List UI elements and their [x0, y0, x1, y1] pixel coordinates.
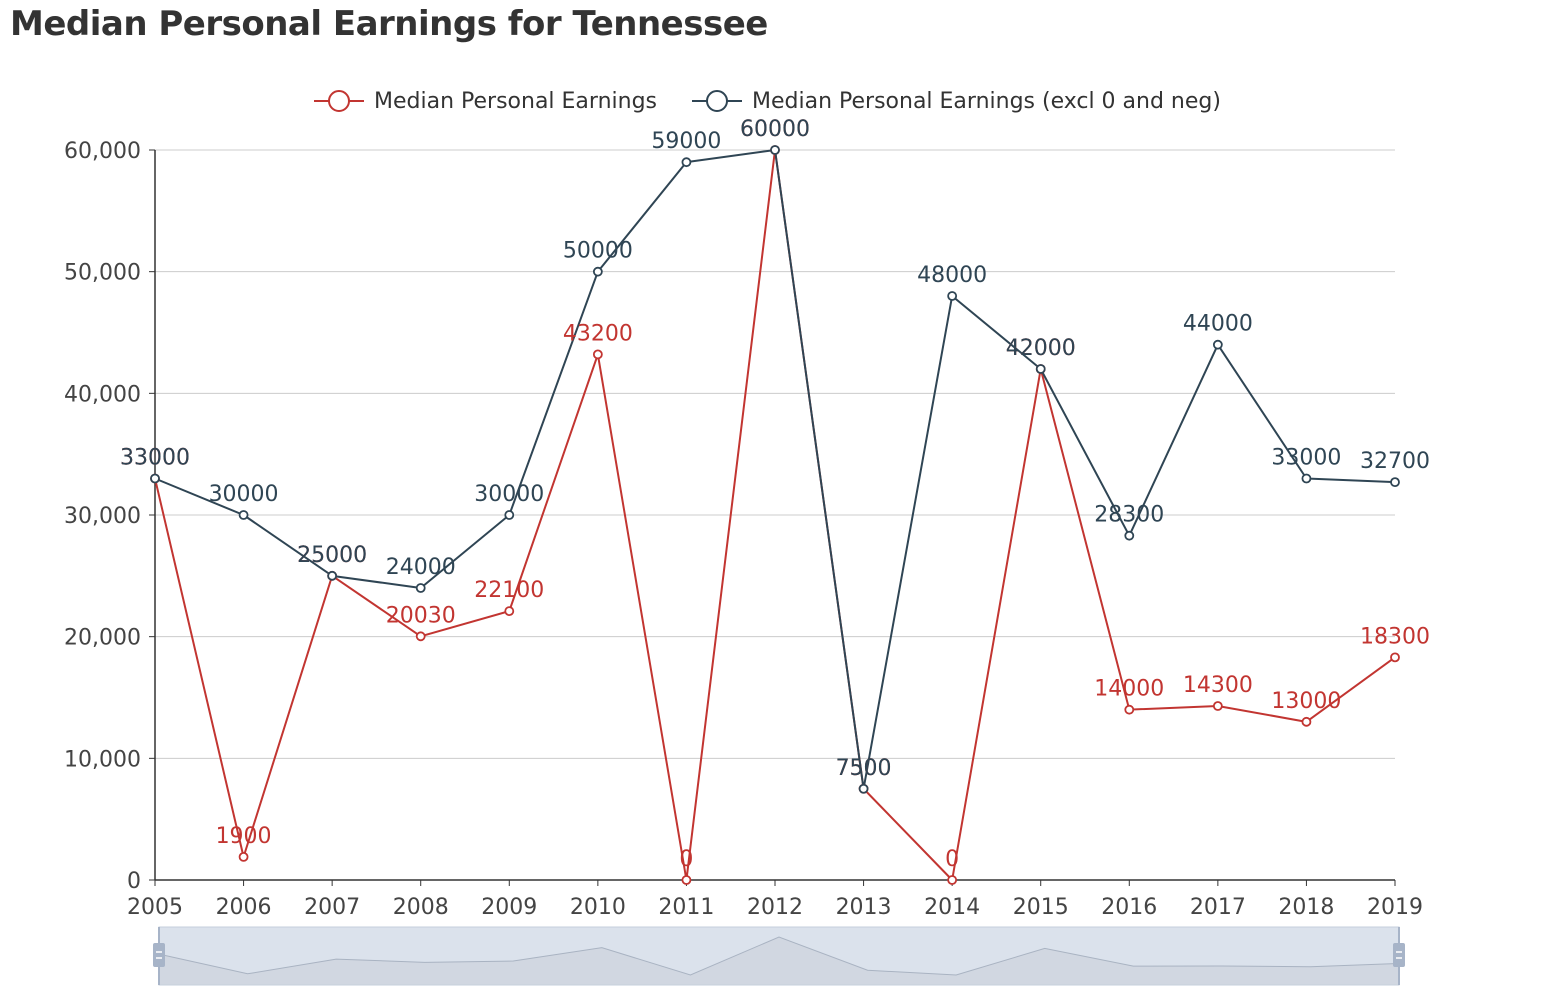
- data-point[interactable]: [681, 875, 692, 885]
- chart-title: Median Personal Earnings for Tennessee: [10, 4, 768, 44]
- legend-item[interactable]: Median Personal Earnings (excl 0 and neg…: [692, 89, 1221, 114]
- data-point[interactable]: [150, 473, 160, 484]
- x-tick-label: 2010: [570, 895, 626, 920]
- data-label: 32700: [1360, 449, 1430, 474]
- data-label: 13000: [1271, 689, 1341, 714]
- data-label: 14300: [1183, 673, 1253, 698]
- data-point[interactable]: [1035, 364, 1046, 374]
- data-label: 44000: [1183, 312, 1253, 337]
- data-label: 60000: [740, 117, 810, 142]
- data-point[interactable]: [947, 875, 958, 885]
- data-label: 22100: [474, 578, 544, 603]
- data-label: 18300: [1360, 624, 1430, 649]
- data-point[interactable]: [1212, 701, 1223, 711]
- y-tick-label: 10,000: [64, 747, 141, 772]
- x-tick-label: 2005: [127, 895, 183, 920]
- data-point[interactable]: [770, 145, 780, 155]
- data-point[interactable]: [1301, 473, 1312, 484]
- zoom-handle-left[interactable]: [153, 927, 165, 985]
- zoom-handle-grip: [1393, 943, 1405, 967]
- zoom-preview-area: [159, 937, 1399, 985]
- x-tick-label: 2007: [304, 895, 360, 920]
- y-tick-label: 60,000: [64, 139, 141, 164]
- data-label: 0: [945, 847, 959, 872]
- x-tick-label: 2011: [658, 895, 714, 920]
- y-tick-label: 50,000: [64, 261, 141, 286]
- data-label: 20030: [386, 603, 456, 628]
- data-point[interactable]: [592, 266, 603, 277]
- data-label: 30000: [209, 482, 279, 507]
- grid-lines: [155, 149, 1395, 759]
- legend-swatch-marker: [706, 90, 728, 112]
- data-label: 24000: [386, 555, 456, 580]
- data-point[interactable]: [947, 291, 958, 301]
- data-point[interactable]: [327, 570, 338, 581]
- legend-swatch-marker: [328, 90, 350, 112]
- data-label: 42000: [1006, 336, 1076, 361]
- x-tick-label: 2015: [1013, 895, 1069, 920]
- data-point[interactable]: [592, 349, 603, 360]
- data-point[interactable]: [1390, 477, 1400, 488]
- data-point[interactable]: [415, 583, 426, 593]
- data-label: 25000: [297, 543, 367, 568]
- data-point[interactable]: [1124, 704, 1135, 715]
- data-label: 43200: [563, 321, 633, 346]
- x-tick-label: 2017: [1190, 895, 1246, 920]
- data-label: 33000: [1271, 446, 1341, 471]
- y-tick-label: 40,000: [64, 382, 141, 407]
- data-label: 48000: [917, 263, 987, 288]
- x-tick-label: 2006: [216, 895, 272, 920]
- data-point[interactable]: [1212, 339, 1223, 350]
- data-label: 28300: [1094, 503, 1164, 528]
- data-label: 1900: [216, 824, 272, 849]
- data-label: 14000: [1094, 677, 1164, 702]
- zoom-preview-line: [158, 936, 1400, 976]
- zoom-handle-right[interactable]: [1393, 927, 1405, 985]
- data-label: 0: [679, 847, 693, 872]
- legend-item[interactable]: Median Personal Earnings: [314, 89, 657, 114]
- series-points: [150, 145, 1400, 885]
- data-label: 42000: [1006, 336, 1076, 361]
- data-label: 50000: [563, 239, 633, 264]
- data-label: 25000: [297, 543, 367, 568]
- x-tick-label: 2016: [1101, 895, 1157, 920]
- data-label: 30000: [474, 482, 544, 507]
- data-point[interactable]: [1301, 716, 1312, 727]
- data-point[interactable]: [504, 510, 515, 520]
- data-labels: 33000 1900 25000 20030 22100 43200 0 60000 7500 0…: [120, 117, 1430, 872]
- data-zoom-slider[interactable]: [153, 926, 1405, 986]
- y-tick-label: 30,000: [64, 504, 141, 529]
- x-tick-label: 2013: [836, 895, 892, 920]
- x-tick-label: 2019: [1367, 895, 1423, 920]
- y-tick-label: 0: [127, 869, 141, 894]
- axes: 0 10,000 20,000 30,000 40,000 50,000 60,000 200…: [64, 139, 1423, 920]
- x-tick-label: 2018: [1278, 895, 1334, 920]
- data-point[interactable]: [238, 510, 249, 520]
- legend-label: Median Personal Earnings (excl 0 and neg…: [752, 89, 1221, 114]
- x-tick-label: 2009: [481, 895, 537, 920]
- data-point[interactable]: [504, 606, 515, 617]
- x-tick-label: 2012: [747, 895, 803, 920]
- zoom-handle-grip: [153, 943, 165, 967]
- data-label: 60000: [740, 117, 810, 142]
- data-label: 33000: [120, 446, 190, 471]
- x-tick-label: 2008: [393, 895, 449, 920]
- data-point[interactable]: [415, 631, 426, 642]
- data-label: 7500: [836, 756, 892, 781]
- data-label: 59000: [651, 129, 721, 154]
- x-tick-label: 2014: [924, 895, 980, 920]
- data-point[interactable]: [1124, 530, 1135, 541]
- data-point[interactable]: [238, 851, 249, 862]
- legend[interactable]: Median Personal Earnings Median Personal …: [314, 89, 1221, 114]
- data-point[interactable]: [1390, 652, 1400, 663]
- data-point[interactable]: [858, 783, 869, 794]
- data-point[interactable]: [681, 157, 692, 168]
- y-tick-label: 20,000: [64, 626, 141, 651]
- data-label: 33000: [120, 446, 190, 471]
- data-label: 7500: [836, 756, 892, 781]
- legend-label: Median Personal Earnings: [374, 89, 657, 114]
